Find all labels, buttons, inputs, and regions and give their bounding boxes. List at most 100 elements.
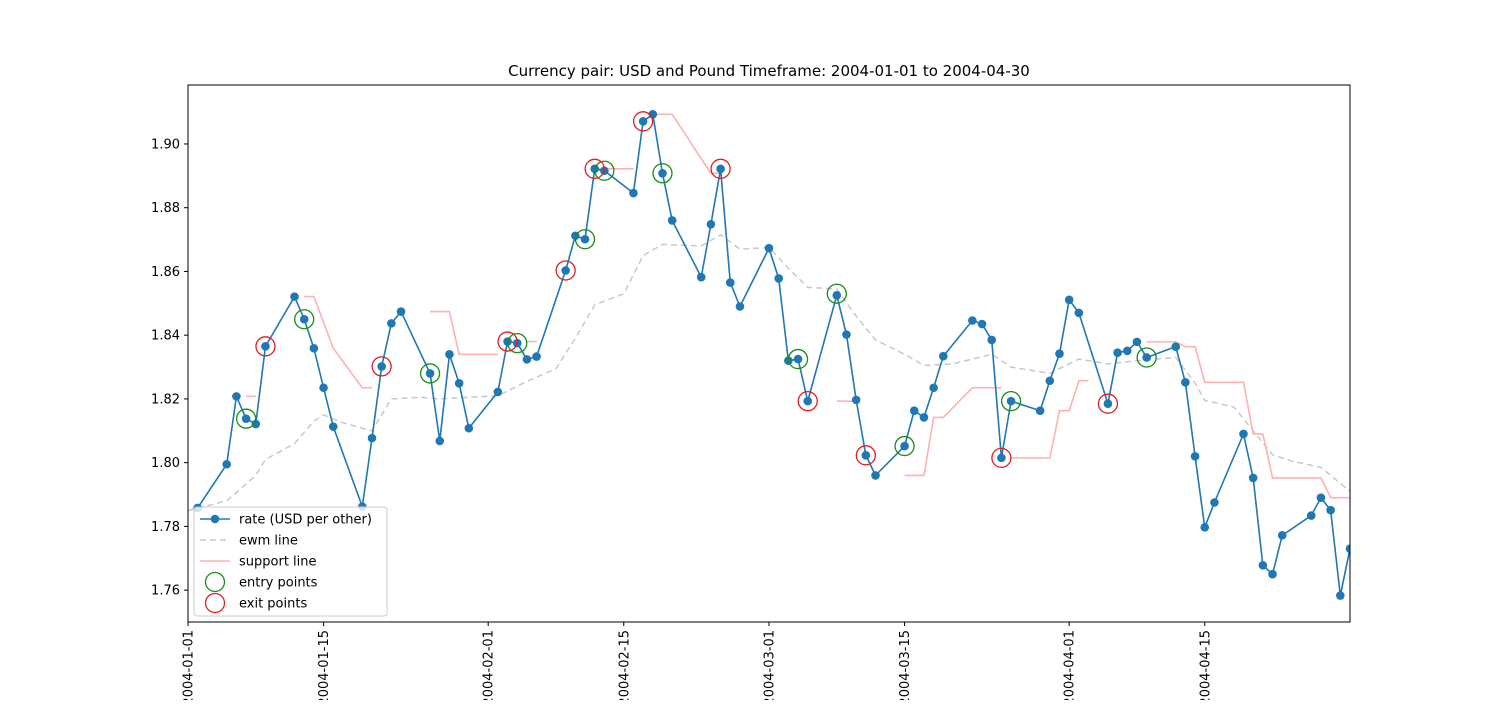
x-tick-label-8: 2004-04-15 [1198,630,1213,700]
legend-exit-marker [204,592,226,614]
exit-point-4 [555,260,576,281]
entry-point-5 [574,229,596,250]
legend-ewm-label: ewm line [239,534,298,549]
rate-point-2 [222,459,232,469]
exit-point-11 [1097,393,1119,414]
rate-point-59 [987,335,997,345]
exit-point-9 [855,445,876,466]
legend-support-label: support line [239,555,317,570]
rate-point-18 [435,436,445,446]
entry-point-6 [594,160,615,181]
y-tick-label-1: 1.76 [151,584,180,599]
rate-point-81 [1277,531,1287,540]
exit-point-1 [255,336,276,357]
x-tick-label-7: 2004-04-01 [1063,630,1078,700]
y-tick-label-7: 1.88 [151,201,180,216]
rate-point-11 [328,422,338,431]
rate-point-75 [1200,523,1210,532]
legend-rate-marker [210,514,220,524]
rate-point-80 [1268,569,1277,579]
rate-point-72 [1171,342,1180,351]
rate-point-69 [1122,346,1132,356]
rate-point-7 [290,292,299,301]
rate-point-35 [658,168,667,178]
rate-point-5 [251,419,261,429]
legend-rate-label: rate (USD per other) [239,513,372,528]
support-line-segment-3 [430,310,498,356]
x-tick-label-5: 2004-03-01 [763,630,778,700]
x-tick-label-6: 2004-03-15 [898,630,913,700]
rate-point-19 [445,349,454,359]
rate-point-65 [1064,295,1074,305]
rate-point-55 [929,383,938,393]
support-line-segment-6 [652,113,721,175]
rate-point-71 [1142,353,1151,362]
legend-exit-label: exit points [239,597,307,612]
x-tick-label-4: 2004-02-15 [617,630,632,700]
entry-point-8 [787,348,809,370]
exit-point-2 [371,356,392,377]
rate-point-38 [706,219,716,229]
rate-point-36 [667,216,677,225]
support-line-segment-9 [1011,379,1089,459]
rate-point-22 [493,387,503,397]
rate-point-62 [1035,406,1045,416]
rate-point-79 [1258,560,1268,570]
rate-point-33 [638,117,648,126]
rate-point-15 [387,319,396,328]
rate-point-41 [735,302,745,311]
legend-box [193,506,388,617]
axes: 1.76 1.78 1.80 1.82 1.84 1.86 1.88 1.90 2004-01-… [151,84,1351,704]
entry-point-11 [1000,390,1022,412]
x-tick-label-3: 2004-02-01 [482,630,497,700]
support-line-segment-8 [904,386,1002,477]
rate-point-43 [774,274,783,283]
rate-point-67 [1103,399,1113,408]
rate-point-58 [977,319,987,329]
rate-point-45 [793,354,803,364]
entry-point-10 [894,435,915,457]
y-tick-label-3: 1.80 [151,456,180,471]
rate-point-14 [377,362,386,371]
plot-area [188,110,1350,600]
x-tick-label-1: 2004-01-01 [182,630,197,700]
rate-point-27 [561,266,570,275]
rate-point-49 [851,395,861,405]
rate-point-42 [764,243,774,253]
rate-point-74 [1190,451,1200,461]
rate-point-17 [425,369,435,378]
plot-clip-group [188,110,1350,600]
rate-point-29 [580,234,590,244]
rate-point-73 [1181,378,1190,387]
rate-point-61 [1006,396,1016,406]
exit-point-3 [497,331,518,352]
rate-point-3 [232,392,241,401]
rate-point-77 [1239,429,1248,439]
entry-point-1 [235,408,257,429]
rate-point-84 [1326,505,1335,515]
exit-point-8 [797,390,818,412]
rate-point-13 [367,433,377,443]
rate-point-20 [454,378,464,388]
rate-point-46 [803,396,813,406]
rate-point-8 [299,314,309,324]
rate-point-39 [716,164,725,174]
rate-point-21 [464,423,474,433]
rate-point-40 [725,278,735,287]
rate-point-66 [1074,308,1084,318]
entry-point-2 [294,309,315,330]
rate-point-54 [919,413,929,422]
rate-point-70 [1132,337,1142,347]
rate-point-53 [909,406,919,416]
chart-title: Currency pair: USD and Pound Timeframe: … [508,62,1030,80]
rate-point-26 [532,352,541,361]
legend: rate (USD per other) ewm line support line… [193,506,388,617]
support-line-segment-2 [304,295,372,389]
y-tick-label-5: 1.84 [151,329,180,344]
exit-point-10 [991,447,1012,469]
rate-point-4 [241,414,251,423]
legend-entry-label: entry points [239,576,318,591]
rate-point-60 [997,453,1006,463]
